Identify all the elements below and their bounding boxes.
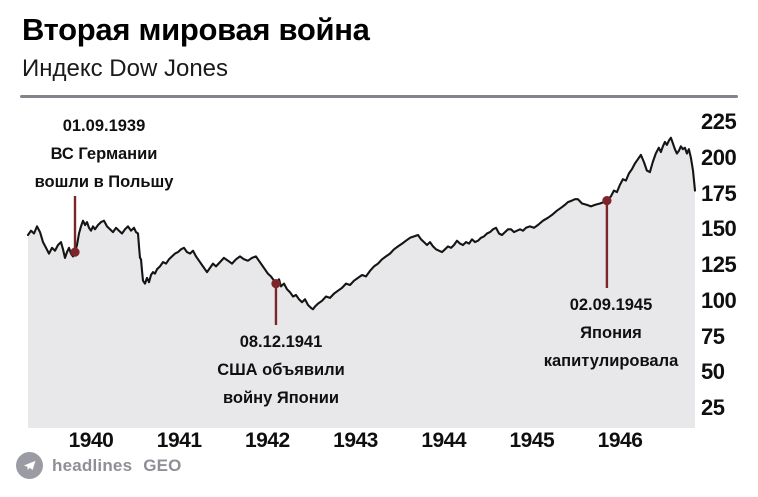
x-tick-label: 1943 bbox=[333, 429, 378, 452]
page-title: Вторая мировая война bbox=[22, 12, 370, 47]
series-line bbox=[26, 136, 697, 311]
x-tick-label: 1945 bbox=[509, 429, 555, 452]
telegram-icon bbox=[16, 452, 43, 479]
x-tick-label: 1946 bbox=[597, 429, 643, 452]
event-text-line: ВС Германии bbox=[50, 145, 158, 163]
brand-name: headlines bbox=[52, 455, 133, 475]
y-tick-label: 150 bbox=[701, 216, 737, 242]
event-annotation: 08.12.1941 США объявили войну Японии bbox=[217, 328, 345, 412]
annotation-marker bbox=[602, 196, 612, 206]
footer-branding: headlines GEO bbox=[16, 452, 182, 479]
event-date: 08.12.1941 bbox=[239, 333, 323, 351]
page-subtitle: Индекс Dow Jones bbox=[22, 55, 229, 82]
y-tick-label: 125 bbox=[701, 252, 737, 277]
y-tick-label: 175 bbox=[701, 180, 737, 206]
event-text-line: войну Японии bbox=[222, 389, 340, 407]
y-tick-label: 25 bbox=[701, 395, 725, 420]
x-tick-label: 1942 bbox=[244, 429, 290, 452]
event-text-line: США объявили bbox=[217, 361, 345, 379]
brand-suffix: GEO bbox=[143, 455, 182, 475]
event-date: 01.09.1939 bbox=[62, 117, 146, 135]
x-tick-label: 1944 bbox=[421, 429, 467, 452]
event-text-line: капитулировала bbox=[543, 352, 679, 370]
series-area bbox=[28, 137, 695, 428]
event-date: 02.09.1945 bbox=[569, 296, 653, 314]
event-text-line: Япония bbox=[580, 324, 642, 342]
event-annotation: 01.09.1939 ВС Германии вошли в Польшу bbox=[35, 112, 174, 196]
event-text-line: вошли в Польшу bbox=[34, 173, 174, 191]
y-tick-label: 50 bbox=[701, 359, 725, 385]
annotation-marker bbox=[70, 247, 80, 257]
y-tick-label: 225 bbox=[701, 109, 737, 134]
y-tick-label: 100 bbox=[701, 287, 737, 313]
event-annotation: 02.09.1945 Япония капитулировала bbox=[544, 291, 679, 375]
y-tick-label: 75 bbox=[701, 323, 725, 349]
header-divider bbox=[20, 95, 738, 98]
annotation-marker bbox=[271, 278, 281, 289]
x-tick-label: 1940 bbox=[68, 429, 114, 452]
x-tick-label: 1941 bbox=[156, 429, 202, 452]
y-tick-label: 200 bbox=[701, 144, 737, 170]
